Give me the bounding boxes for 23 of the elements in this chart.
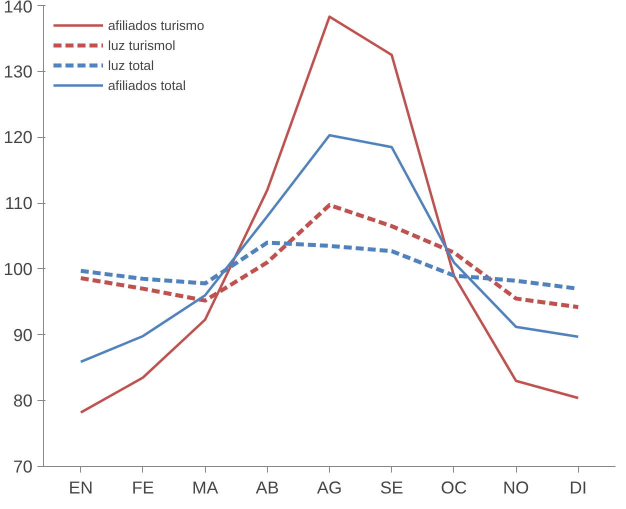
line-series [80, 134, 580, 364]
y-tick-label: 120 [4, 127, 33, 148]
x-tick-label: SE [380, 478, 404, 498]
y-tick-label: 80 [13, 390, 33, 411]
x-tick-label: MA [192, 478, 219, 498]
x-tick-label: OC [440, 478, 467, 498]
legend-label: luz turismol [108, 38, 176, 52]
y-tick-label: 70 [13, 456, 33, 476]
x-tick-label: DI [570, 478, 587, 498]
y-tick-label: 90 [13, 324, 33, 345]
legend-label: afiliados total [108, 78, 186, 92]
legend-label: afiliados turismo [108, 18, 204, 32]
x-tick-label: AB [256, 478, 279, 498]
y-tick-label: 140 [4, 0, 33, 16]
x-tick-label: FE [132, 478, 154, 498]
y-tick-label: 130 [4, 61, 33, 82]
line-series [80, 15, 580, 414]
y-tick-label: 110 [4, 193, 33, 214]
x-tick-label: AG [316, 478, 342, 498]
x-tick-label: EN [68, 478, 93, 498]
x-tick-label: NO [503, 478, 530, 498]
y-tick-label: 100 [4, 258, 33, 279]
legend-label: luz total [108, 58, 154, 72]
